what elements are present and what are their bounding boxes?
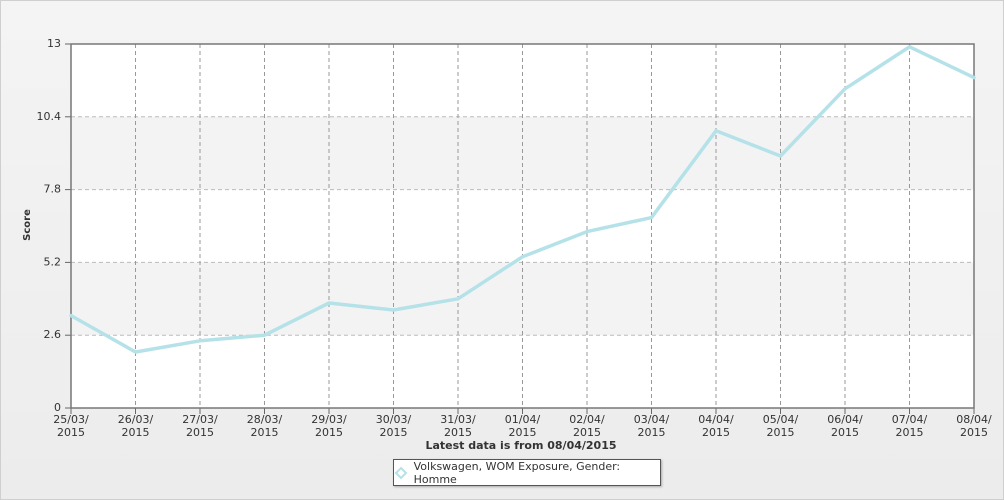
x-tick-label: 07/04/ 2015 <box>891 413 928 439</box>
y-axis-title: Score <box>22 209 33 241</box>
x-tick-label: 02/04/ 2015 <box>569 413 605 439</box>
x-tick-label: 25/03/ 2015 <box>53 413 89 439</box>
x-tick-label: 26/03/ 2015 <box>117 413 154 439</box>
data-line <box>69 45 976 354</box>
x-axis-title: Latest data is from 08/04/2015 <box>425 439 616 452</box>
x-tick-label: 01/04/ 2015 <box>504 413 541 439</box>
x-tick-label: 28/03/ 2015 <box>246 413 283 439</box>
y-tick-label: 13 <box>47 37 61 50</box>
x-tick-label: 04/04/ 2015 <box>698 413 734 439</box>
y-tick-label: 0 <box>54 401 61 414</box>
legend: Volkswagen, WOM Exposure, Gender: Homme <box>393 459 661 486</box>
x-tick-label: 06/04/ 2015 <box>827 413 863 439</box>
x-tick-label: 27/03/ 2015 <box>182 413 218 439</box>
legend-label: Volkswagen, WOM Exposure, Gender: Homme <box>413 459 621 486</box>
y-tick-label: 10.4 <box>37 110 62 123</box>
y-tick-label: 5.2 <box>44 255 62 268</box>
x-tick-label: 30/03/ 2015 <box>375 413 412 439</box>
y-tick-label: 7.8 <box>44 183 62 196</box>
x-tick-label: 08/04/ 2015 <box>956 413 992 439</box>
legend-marker <box>394 466 408 479</box>
x-tick-label: 31/03/ 2015 <box>440 413 476 439</box>
x-tick-label: 05/04/ 2015 <box>762 413 799 439</box>
x-tick-label: 29/03/ 2015 <box>311 413 347 439</box>
x-tick-label: 03/04/ 2015 <box>633 413 670 439</box>
y-tick-label: 2.6 <box>44 328 62 341</box>
plot-border <box>70 43 975 409</box>
